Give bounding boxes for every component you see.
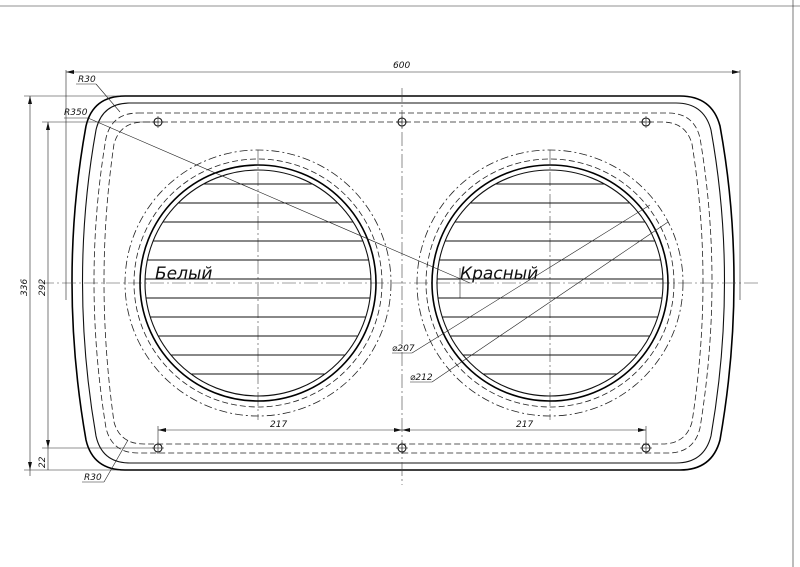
panel-inner-outline <box>81 102 726 464</box>
overall-width-label: 600 <box>393 61 410 71</box>
dimension-side-radius: R350 <box>64 108 471 284</box>
grille-diameter-label: ⌀207 <box>392 344 415 354</box>
hole-spacing-right-label: 217 <box>516 420 533 430</box>
radius-top-label: R30 <box>78 75 96 85</box>
dimension-overall-height: 336 <box>20 95 120 476</box>
right-grille-outer-circle <box>416 149 684 417</box>
left-grille-mid-circle <box>133 158 383 408</box>
panel-offset-line <box>93 112 713 454</box>
left-grille-opening <box>139 164 377 402</box>
left-grille-label: Белый <box>155 264 212 284</box>
right-grille-opening <box>431 164 669 402</box>
dimension-outer-diameter: ⌀212 <box>410 221 669 383</box>
side-radius-label: R350 <box>64 108 88 118</box>
dimension-inner-height: 292 <box>38 121 154 449</box>
outer-diameter-label: ⌀212 <box>410 373 433 383</box>
dimension-radius-bottom: R30 <box>82 439 129 483</box>
right-grille-slats <box>437 183 663 375</box>
hole-spacing-left-label: 217 <box>270 420 287 430</box>
inner-height-label: 292 <box>38 279 48 296</box>
dimension-grille-diameter: ⌀207 <box>392 204 651 354</box>
bottom-offset-label: 22 <box>38 456 48 468</box>
dimension-overall-width: 600 <box>65 61 741 300</box>
dimension-hole-spacing: 217 217 <box>157 420 647 446</box>
left-grille <box>124 149 392 417</box>
radius-bottom-label: R30 <box>84 473 102 483</box>
dimension-bottom-offset: 22 <box>38 448 49 470</box>
right-grille-mid-circle <box>425 158 675 408</box>
right-grille <box>416 149 684 417</box>
dimension-radius-top: R30 <box>76 75 121 113</box>
right-grille-inner-ring <box>436 169 664 397</box>
left-grille-outer-circle <box>124 149 392 417</box>
left-grille-slats <box>145 183 371 375</box>
left-grille-inner-ring <box>144 169 372 397</box>
right-grille-label: Красный <box>460 264 538 284</box>
panel-outer-outline <box>71 95 735 471</box>
panel-offset-line-inner <box>103 121 704 445</box>
overall-height-label: 336 <box>20 279 30 296</box>
